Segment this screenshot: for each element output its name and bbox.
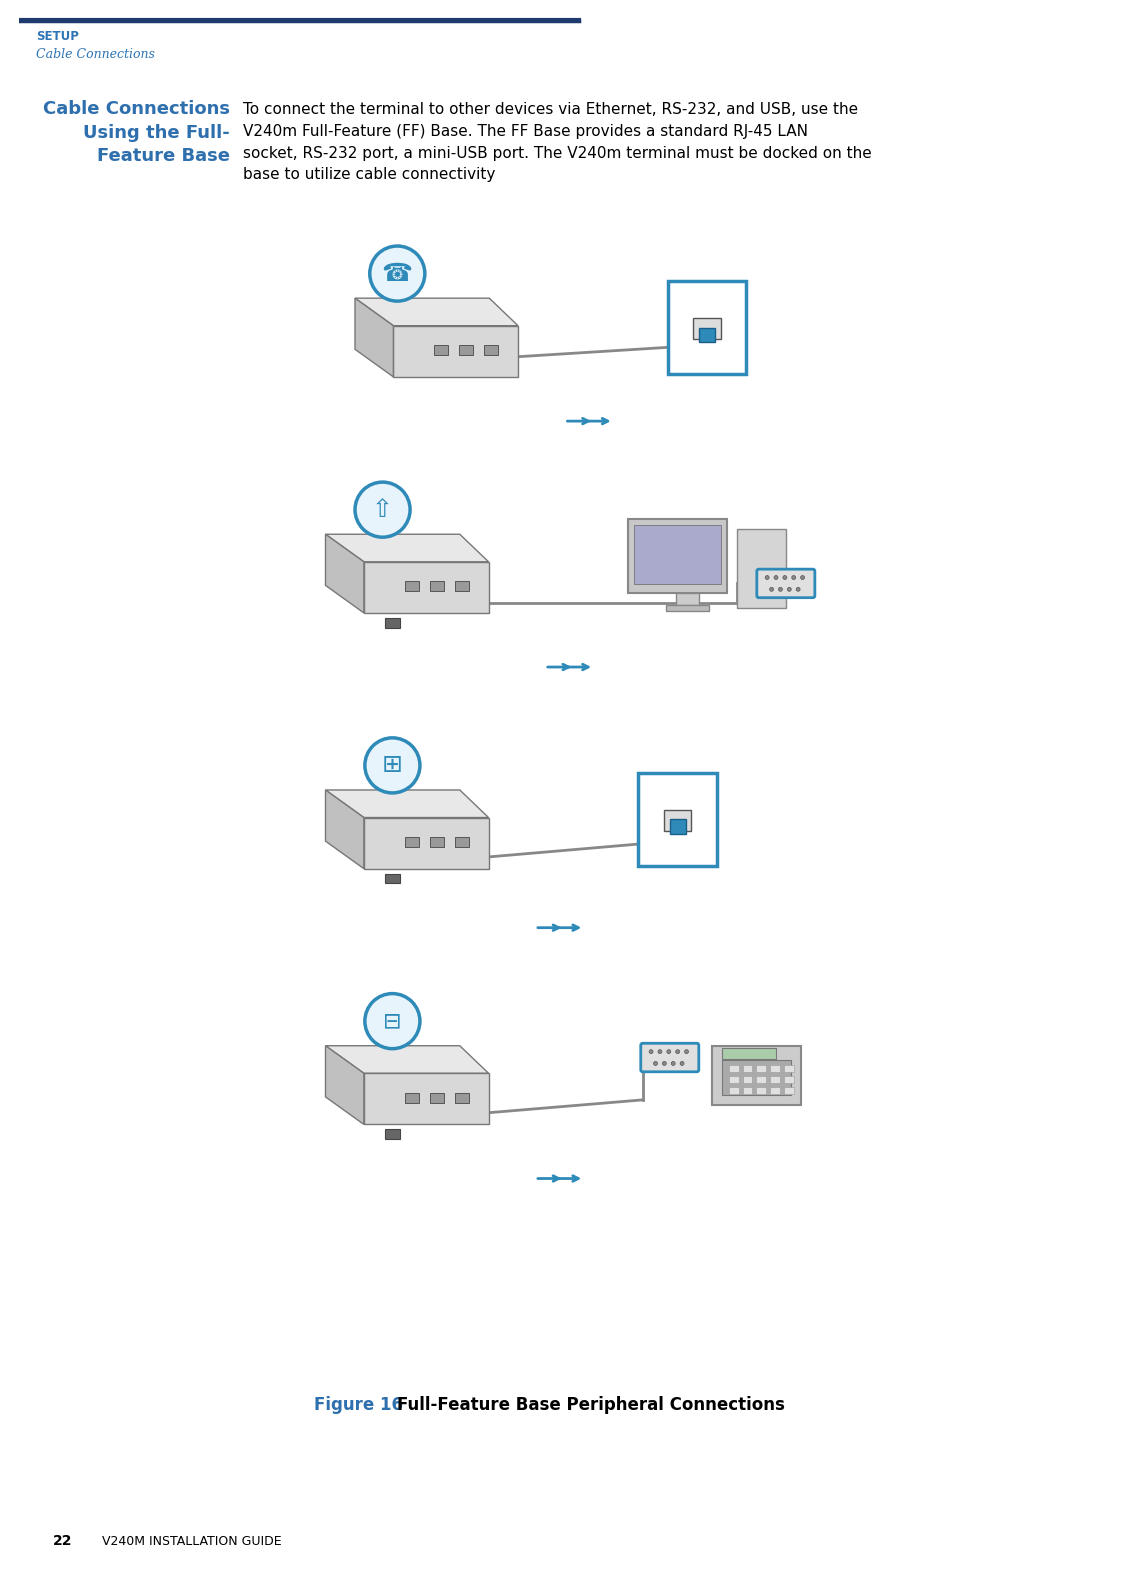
Polygon shape	[364, 562, 489, 612]
Bar	[634, 525, 721, 584]
Circle shape	[765, 576, 769, 579]
Circle shape	[770, 587, 773, 592]
Bar	[742, 1087, 753, 1094]
Bar	[459, 346, 473, 355]
Polygon shape	[364, 1073, 489, 1125]
Text: ⊞: ⊞	[382, 753, 402, 778]
Circle shape	[774, 576, 778, 579]
Bar	[770, 1087, 780, 1094]
Circle shape	[649, 1049, 653, 1054]
Polygon shape	[355, 298, 393, 377]
Bar	[484, 346, 498, 355]
Bar	[430, 1094, 443, 1103]
Circle shape	[654, 1062, 657, 1065]
Bar	[455, 581, 468, 592]
Circle shape	[675, 1049, 680, 1054]
Text: Cable Connections: Cable Connections	[43, 101, 230, 118]
Bar	[455, 838, 468, 847]
Circle shape	[800, 576, 805, 579]
Circle shape	[680, 1062, 684, 1065]
Polygon shape	[325, 791, 489, 817]
Text: Cable Connections: Cable Connections	[36, 49, 155, 62]
Bar	[783, 1076, 794, 1083]
Polygon shape	[325, 791, 364, 868]
Text: Figure 16: Figure 16	[314, 1395, 402, 1414]
Text: Using the Full-: Using the Full-	[83, 123, 230, 142]
Bar	[430, 838, 443, 847]
Circle shape	[783, 576, 787, 579]
Circle shape	[791, 576, 796, 579]
Text: ☎: ☎	[382, 262, 413, 286]
Bar	[384, 874, 400, 884]
Bar	[667, 281, 747, 374]
Bar	[756, 1065, 766, 1073]
Bar	[455, 1094, 468, 1103]
Bar	[783, 1065, 794, 1073]
FancyBboxPatch shape	[757, 570, 815, 598]
Bar	[430, 581, 443, 592]
Circle shape	[365, 994, 420, 1049]
Polygon shape	[325, 535, 364, 612]
Text: socket, RS-232 port, a mini-USB port. The V240m terminal must be docked on the: socket, RS-232 port, a mini-USB port. Th…	[243, 145, 872, 161]
Polygon shape	[393, 325, 518, 377]
Polygon shape	[325, 1046, 364, 1125]
Bar	[737, 529, 786, 608]
Bar	[384, 1130, 400, 1139]
Bar	[770, 1076, 780, 1083]
Bar	[405, 838, 418, 847]
Polygon shape	[325, 535, 489, 562]
Circle shape	[787, 587, 791, 592]
Text: Full-Feature Base Peripheral Connections: Full-Feature Base Peripheral Connections	[397, 1395, 786, 1414]
Bar	[629, 519, 727, 593]
Bar	[742, 1065, 753, 1073]
Bar	[384, 619, 400, 628]
Bar	[405, 581, 418, 592]
FancyBboxPatch shape	[641, 1043, 699, 1071]
Text: 22: 22	[53, 1534, 73, 1548]
Bar	[729, 1076, 739, 1083]
Bar	[756, 1087, 766, 1094]
Circle shape	[666, 1049, 671, 1054]
Circle shape	[370, 246, 425, 301]
Bar	[783, 1087, 794, 1094]
Bar	[722, 1048, 777, 1059]
Circle shape	[684, 1049, 689, 1054]
Text: ⊟: ⊟	[383, 1011, 401, 1030]
Text: V240m Full-Feature (FF) Base. The FF Base provides a standard RJ-45 LAN: V240m Full-Feature (FF) Base. The FF Bas…	[243, 123, 808, 139]
Circle shape	[663, 1062, 666, 1065]
Circle shape	[365, 739, 420, 792]
Bar	[664, 810, 691, 832]
Polygon shape	[364, 817, 489, 868]
Bar	[742, 1076, 753, 1083]
Circle shape	[779, 587, 782, 592]
Bar	[712, 1046, 800, 1105]
Bar	[405, 1094, 418, 1103]
Bar	[729, 1065, 739, 1073]
Text: ⇧: ⇧	[372, 497, 393, 522]
Text: To connect the terminal to other devices via Ethernet, RS-232, and USB, use the: To connect the terminal to other devices…	[243, 103, 858, 117]
Bar	[675, 593, 699, 604]
Bar	[694, 317, 721, 339]
Circle shape	[355, 483, 410, 537]
Bar	[729, 1087, 739, 1094]
Polygon shape	[325, 1046, 489, 1073]
Bar	[670, 819, 686, 835]
Bar	[770, 1065, 780, 1073]
Circle shape	[671, 1062, 675, 1065]
Bar	[699, 328, 715, 342]
Text: Feature Base: Feature Base	[97, 147, 230, 166]
Bar	[756, 1076, 766, 1083]
Text: SETUP: SETUP	[36, 30, 80, 44]
Bar	[666, 604, 709, 611]
Text: base to utilize cable connectivity: base to utilize cable connectivity	[243, 167, 496, 181]
Circle shape	[796, 587, 800, 592]
Circle shape	[658, 1049, 662, 1054]
Bar	[434, 346, 448, 355]
Polygon shape	[355, 298, 518, 325]
Bar	[722, 1060, 790, 1095]
Text: V240M INSTALLATION GUIDE: V240M INSTALLATION GUIDE	[102, 1535, 282, 1548]
Bar	[638, 773, 717, 866]
